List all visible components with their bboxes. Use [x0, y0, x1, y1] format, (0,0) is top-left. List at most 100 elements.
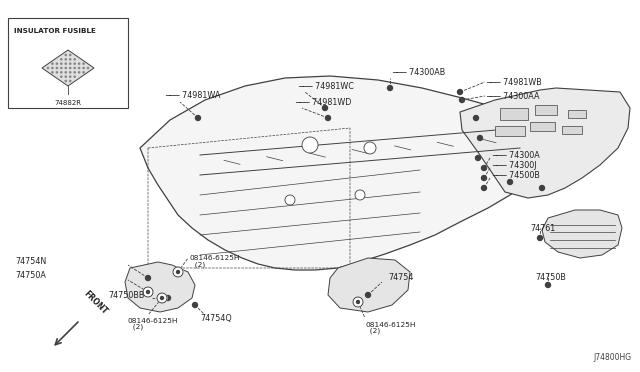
- Circle shape: [74, 72, 76, 73]
- Circle shape: [61, 59, 62, 60]
- Text: 74754: 74754: [388, 273, 413, 282]
- Circle shape: [65, 54, 67, 55]
- Circle shape: [326, 115, 330, 121]
- Circle shape: [79, 72, 80, 73]
- Circle shape: [52, 63, 53, 64]
- Circle shape: [52, 72, 53, 73]
- Bar: [495, 126, 525, 136]
- Circle shape: [540, 186, 545, 190]
- Circle shape: [145, 276, 150, 280]
- Circle shape: [61, 76, 62, 77]
- Circle shape: [538, 235, 543, 241]
- Circle shape: [195, 115, 200, 121]
- Bar: [530, 122, 555, 131]
- Circle shape: [365, 292, 371, 298]
- Circle shape: [56, 63, 58, 64]
- Circle shape: [74, 76, 76, 77]
- Bar: [535, 105, 557, 115]
- Text: 74754N: 74754N: [15, 257, 46, 266]
- Circle shape: [74, 59, 76, 60]
- Circle shape: [157, 293, 167, 303]
- Circle shape: [508, 180, 513, 185]
- Circle shape: [477, 135, 483, 141]
- Text: 74750B: 74750B: [535, 273, 566, 282]
- Text: ─── 74300AA: ─── 74300AA: [486, 92, 540, 100]
- Circle shape: [143, 287, 153, 297]
- Circle shape: [481, 166, 486, 170]
- Circle shape: [65, 59, 67, 60]
- Circle shape: [70, 80, 71, 81]
- Circle shape: [458, 90, 463, 94]
- Circle shape: [70, 72, 71, 73]
- Text: 74882R: 74882R: [54, 100, 81, 106]
- Text: 74750BB: 74750BB: [108, 291, 145, 299]
- Text: (2): (2): [128, 324, 143, 330]
- Text: 74754Q: 74754Q: [200, 314, 232, 323]
- Bar: [8, 18, 128, 108]
- Text: INSULATOR FUSIBLE: INSULATOR FUSIBLE: [14, 28, 96, 34]
- Circle shape: [52, 67, 53, 68]
- Circle shape: [70, 76, 71, 77]
- Text: ─── 74300AB: ─── 74300AB: [392, 67, 445, 77]
- Circle shape: [147, 291, 150, 294]
- Polygon shape: [42, 50, 94, 86]
- Circle shape: [70, 54, 71, 55]
- Circle shape: [61, 67, 62, 68]
- Circle shape: [79, 63, 80, 64]
- Circle shape: [79, 67, 80, 68]
- Circle shape: [61, 72, 62, 73]
- Circle shape: [387, 86, 392, 90]
- Bar: [562, 126, 582, 134]
- Text: ─── 74981WB: ─── 74981WB: [486, 77, 541, 87]
- Circle shape: [364, 142, 376, 154]
- Text: ─── 74981WC: ─── 74981WC: [298, 81, 354, 90]
- Circle shape: [56, 72, 58, 73]
- Bar: [568, 110, 586, 118]
- Circle shape: [65, 63, 67, 64]
- Circle shape: [302, 137, 318, 153]
- Polygon shape: [328, 258, 410, 312]
- Text: 08146-6125H: 08146-6125H: [128, 318, 179, 324]
- Circle shape: [83, 67, 84, 68]
- Polygon shape: [460, 88, 630, 198]
- Bar: [500, 108, 528, 120]
- Text: 74750A: 74750A: [15, 270, 46, 279]
- Circle shape: [323, 106, 328, 110]
- Circle shape: [161, 296, 163, 299]
- Circle shape: [65, 72, 67, 73]
- Circle shape: [70, 67, 71, 68]
- Circle shape: [74, 63, 76, 64]
- Circle shape: [353, 297, 363, 307]
- Circle shape: [70, 59, 71, 60]
- Text: (2): (2): [365, 328, 380, 334]
- Text: FRONT: FRONT: [82, 289, 109, 316]
- Polygon shape: [125, 262, 195, 312]
- Text: ─── 74981WD: ─── 74981WD: [295, 97, 351, 106]
- Text: ─── 74300J: ─── 74300J: [492, 160, 536, 170]
- Circle shape: [460, 97, 465, 103]
- Circle shape: [193, 302, 198, 308]
- Circle shape: [47, 67, 49, 68]
- Circle shape: [74, 67, 76, 68]
- Circle shape: [474, 115, 479, 121]
- Circle shape: [481, 186, 486, 190]
- Text: 08146-6125H: 08146-6125H: [190, 255, 241, 261]
- Circle shape: [285, 195, 295, 205]
- Circle shape: [481, 176, 486, 180]
- Circle shape: [65, 76, 67, 77]
- Circle shape: [177, 270, 179, 273]
- Circle shape: [83, 63, 84, 64]
- Polygon shape: [542, 210, 622, 258]
- Circle shape: [65, 80, 67, 81]
- Circle shape: [356, 301, 360, 304]
- Circle shape: [56, 67, 58, 68]
- Circle shape: [173, 267, 183, 277]
- Circle shape: [476, 155, 481, 160]
- Circle shape: [83, 72, 84, 73]
- Circle shape: [65, 67, 67, 68]
- Circle shape: [545, 282, 550, 288]
- Circle shape: [355, 190, 365, 200]
- Circle shape: [166, 295, 170, 301]
- Text: ─── 74500B: ─── 74500B: [492, 170, 540, 180]
- Text: J74800HG: J74800HG: [594, 353, 632, 362]
